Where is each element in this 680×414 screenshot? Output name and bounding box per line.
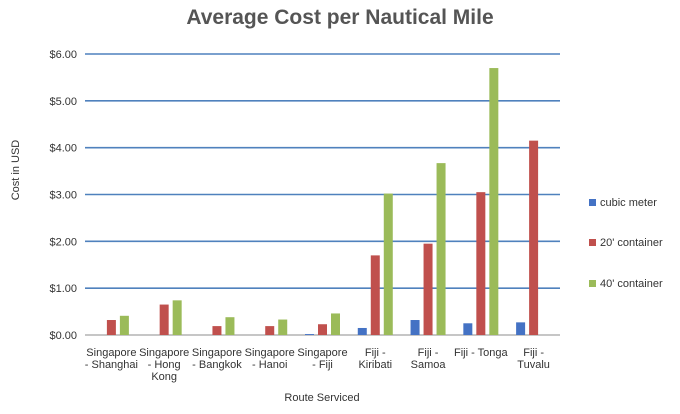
chart-title: Average Cost per Nautical Mile <box>186 6 493 29</box>
x-category-label: Fiji -Tuvalu <box>517 347 550 371</box>
y-tick-label: $4.00 <box>49 143 77 155</box>
y-tick-label: $5.00 <box>49 96 77 108</box>
legend-label: 40' container <box>600 278 663 290</box>
legend-swatch <box>589 280 596 287</box>
legend-swatch <box>589 239 596 246</box>
bar <box>265 326 275 335</box>
bar <box>172 300 182 335</box>
bar <box>305 334 314 335</box>
bar <box>159 304 169 335</box>
y-tick-label: $0.00 <box>49 330 77 342</box>
bars <box>106 68 539 336</box>
legend-label: cubic meter <box>600 197 657 209</box>
bar <box>331 313 340 335</box>
x-category-label: Fiji - Tonga <box>454 347 508 359</box>
y-axis-ticks: $0.00 $1.00 $2.00 $3.00 $4.00 $5.00 $6.00 <box>49 49 77 342</box>
bar <box>318 324 327 335</box>
x-category-label: Singapore - Hong Kong <box>139 347 189 383</box>
x-category-label: Fiji -Kiribati <box>358 347 392 371</box>
y-tick-label: $6.00 <box>49 49 77 61</box>
bar <box>423 243 433 335</box>
x-category-label: Singapore - Fiji <box>297 347 347 371</box>
legend: cubic meter 20' container 40' container <box>589 197 663 290</box>
x-category-label: Singapore - Bangkok <box>192 347 242 371</box>
bar <box>516 322 526 335</box>
bar <box>383 193 393 335</box>
bar <box>476 192 486 335</box>
y-tick-label: $1.00 <box>49 283 77 295</box>
legend-swatch <box>589 199 596 206</box>
bar <box>278 319 288 335</box>
x-axis-title: Route Serviced <box>284 392 359 404</box>
bar <box>119 315 129 335</box>
x-category-label: Singapore - Shanghai <box>85 347 138 371</box>
y-tick-label: $2.00 <box>49 236 77 248</box>
bar <box>370 255 380 335</box>
gridlines <box>85 53 560 336</box>
bar <box>463 323 473 335</box>
x-category-label: Fiji -Samoa <box>411 347 447 371</box>
legend-label: 20' container <box>600 237 663 249</box>
bar <box>225 317 235 335</box>
bar <box>436 163 446 335</box>
bar <box>529 140 539 335</box>
bar <box>410 320 420 335</box>
bar <box>489 68 499 336</box>
y-axis-title: Cost in USD <box>10 140 22 201</box>
x-category-label: Singapore - Hanoi <box>245 347 295 371</box>
bar <box>357 327 367 335</box>
bar <box>106 320 116 335</box>
bar <box>212 326 222 335</box>
y-tick-label: $3.00 <box>49 190 77 202</box>
